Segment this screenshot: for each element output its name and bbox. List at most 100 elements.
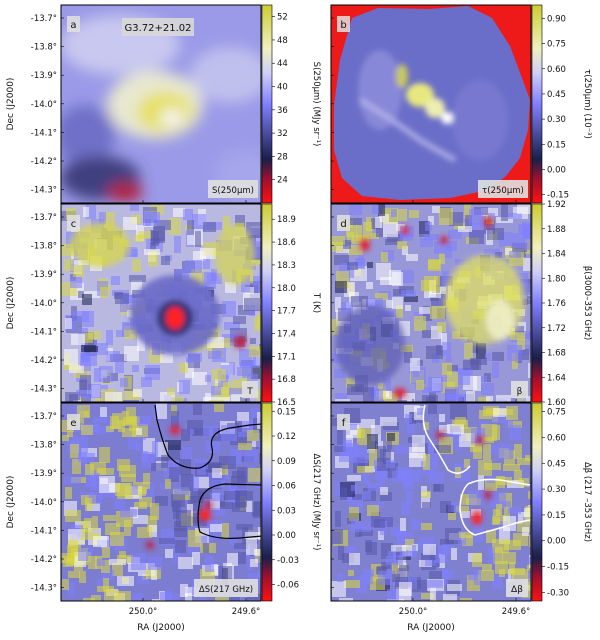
panel-b-colorbar-ticks: 0.90 0.75 0.60 0.45 0.30 0.15 0.00 -0.15 (542, 14, 569, 201)
panel-a: a G3.72+21.02 S(250μm) 5248444036322824 … (60, 4, 321, 204)
colorbar-tick-label: 0.60 (547, 65, 566, 75)
panel-c-heatmap (61, 204, 261, 402)
panel-d-colorbar-ticks: 1.92 1.88 1.84 1.80 1.76 1.72 1.68 1.64 1.60 (542, 200, 566, 408)
panel-d-colorbar (531, 203, 543, 403)
dec-tick-label: -14.2° (31, 157, 57, 167)
colorbar-tick-label: 18.9 (277, 215, 296, 225)
panel-c-inset-label: T (246, 387, 253, 397)
dec-tick-label: -14.0° (31, 299, 57, 309)
dec-tick-label: -14.0° (31, 498, 57, 508)
dec-tick-label: -14.2° (31, 356, 57, 366)
colorbar-tick-label: 1.76 (547, 299, 566, 309)
colorbar-tick-label: 52 (277, 13, 288, 23)
ra-axes: 250.0° 249.6° 250.0° 249.6° (129, 200, 531, 617)
colorbar-tick-label: 0.75 (547, 40, 566, 50)
colorbar-tick-label: 0.00 (547, 165, 566, 175)
panel-e-letter: e (70, 418, 76, 429)
panel-b-inset-label: τ(250μm) (482, 186, 524, 196)
colorbar-tick-label: 0.06 (277, 482, 296, 492)
panel-c-colorbar-label: T (K) (311, 292, 321, 313)
colorbar-tick-label: -0.30 (547, 588, 569, 598)
colorbar-tick-label: 1.68 (547, 349, 566, 359)
y-axis-label-row1: Dec (J2000) (6, 78, 16, 131)
panel-e-colorbar-label: ΔS(217 GHz) (MJy sr⁻¹) (311, 454, 321, 551)
colorbar-tick-label: 1.72 (547, 324, 566, 334)
ra-tick-label: 249.6° (502, 607, 531, 617)
dec-tick-label: -13.9° (31, 469, 57, 479)
dec-axes: -13.7° -13.8° -13.9° -14.0° -14.1° -14.2° -14.… (31, 14, 334, 594)
colorbar-tick-label: 0.15 (277, 407, 296, 417)
colorbar-tick-label: 0.12 (277, 432, 296, 442)
colorbar-tick-label: 18.3 (277, 261, 296, 271)
x-axis-label-right: RA (J2000) (407, 623, 455, 633)
panel-d-heatmap (331, 204, 531, 402)
colorbar-tick-label: -0.15 (547, 191, 569, 201)
panel-f-letter: f (342, 418, 346, 429)
dec-tick-label: -14.1° (31, 128, 57, 138)
ra-tick-label: 250.0° (399, 607, 428, 617)
colorbar-tick-label: 0.60 (547, 433, 566, 443)
colorbar-tick-label: 0.75 (547, 408, 566, 418)
panel-e: e ΔS(217 GHz) 0.15 0.12 0.09 0.06 0.03 0.00 -0… (60, 402, 321, 602)
panel-a-colorbar-label: S(250μm) (MJy sr⁻¹) (311, 62, 321, 147)
y-axis-label-row2: Dec (J2000) (6, 277, 16, 330)
panel-e-inset-label: ΔS(217 GHz) (199, 585, 253, 595)
panel-e-colorbar (261, 402, 273, 602)
colorbar-tick-label: 1.60 (547, 398, 566, 408)
panel-b: b τ(250μm) 0.90 0.75 0.60 0.45 0.30 0.15 0.00 -… (330, 4, 592, 204)
panel-a-title: G3.72+21.02 (124, 23, 191, 34)
colorbar-tick-label: 1.84 (547, 250, 566, 260)
dec-tick-label: -13.8° (31, 441, 57, 451)
dec-tick-label: -14.1° (31, 526, 57, 536)
colorbar-tick-label: -0.03 (277, 556, 299, 566)
colorbar-tick-label: -0.06 (277, 581, 299, 591)
panel-d-letter: d (340, 219, 346, 230)
colorbar-tick-label: 1.80 (547, 274, 566, 284)
ra-tick-label: 250.0° (129, 607, 158, 617)
panel-c: c T 18.9 18.6 18.3 18.0 17.7 17.4 17.1 16.8 16.5… (60, 203, 321, 408)
panel-f-heatmap (331, 403, 531, 601)
colorbar-tick-label: 17.1 (277, 352, 296, 362)
colorbar-tick-label: 0.45 (547, 90, 566, 100)
colorbar-tick-label: -0.15 (547, 563, 569, 573)
x-axis-label-left: RA (J2000) (137, 623, 185, 633)
dec-tick-label: -14.2° (31, 555, 57, 565)
dec-tick-label: -13.8° (31, 242, 57, 252)
panel-a-colorbar (261, 4, 273, 204)
colorbar-tick-label: 0.15 (547, 140, 566, 150)
colorbar-tick-label: 0.03 (277, 506, 296, 516)
colorbar-tick-label: 0.30 (547, 485, 566, 495)
panel-f-colorbar-ticks: 0.75 0.60 0.45 0.30 0.15 0.00 -0.15 -0.30 (542, 408, 569, 598)
panel-f-colorbar-label: Δβ (217 –353 GHz) (582, 462, 592, 542)
panel-b-heatmap (331, 5, 531, 203)
colorbar-tick-label: 0.09 (277, 457, 296, 467)
panel-e-heatmap (61, 403, 261, 601)
dec-tick-label: -13.9° (31, 270, 57, 280)
panel-c-colorbar (261, 203, 273, 403)
panel-b-colorbar-label: τ(250μm) (10⁻³) (582, 69, 592, 139)
colorbar-tick-label: 36 (277, 106, 288, 116)
dec-tick-label: -13.7° (31, 213, 57, 223)
panel-d: d β 1.92 1.88 1.84 1.80 1.76 1.72 1.68 1.64 1.60… (330, 200, 592, 408)
panel-a-letter: a (70, 20, 76, 31)
dec-tick-label: -13.7° (31, 412, 57, 422)
panel-b-letter: b (340, 20, 346, 31)
colorbar-tick-label: 18.0 (277, 284, 296, 294)
panel-a-colorbar-ticks: 52 48 44 40 36 32 28 24 (272, 13, 288, 186)
colorbar-tick-label: 0.00 (547, 537, 566, 547)
dec-tick-label: -13.9° (31, 71, 57, 81)
colorbar-tick-label: 1.64 (547, 373, 566, 383)
panel-e-colorbar-ticks: 0.15 0.12 0.09 0.06 0.03 0.00 -0.03 -0.06 (272, 407, 299, 591)
colorbar-tick-label: 0.30 (547, 115, 566, 125)
colorbar-tick-label: 44 (277, 59, 288, 69)
colorbar-tick-label: 18.6 (277, 238, 296, 248)
dec-tick-label: -14.3° (31, 186, 57, 196)
colorbar-tick-label: 0.15 (547, 511, 566, 521)
colorbar-tick-label: 0.45 (547, 459, 566, 469)
colorbar-tick-label: 24 (277, 176, 288, 186)
dec-tick-label: -14.3° (31, 385, 57, 395)
dec-tick-label: -13.8° (31, 43, 57, 53)
colorbar-tick-label: 0.90 (547, 14, 566, 24)
dec-tick-label: -14.1° (31, 327, 57, 337)
